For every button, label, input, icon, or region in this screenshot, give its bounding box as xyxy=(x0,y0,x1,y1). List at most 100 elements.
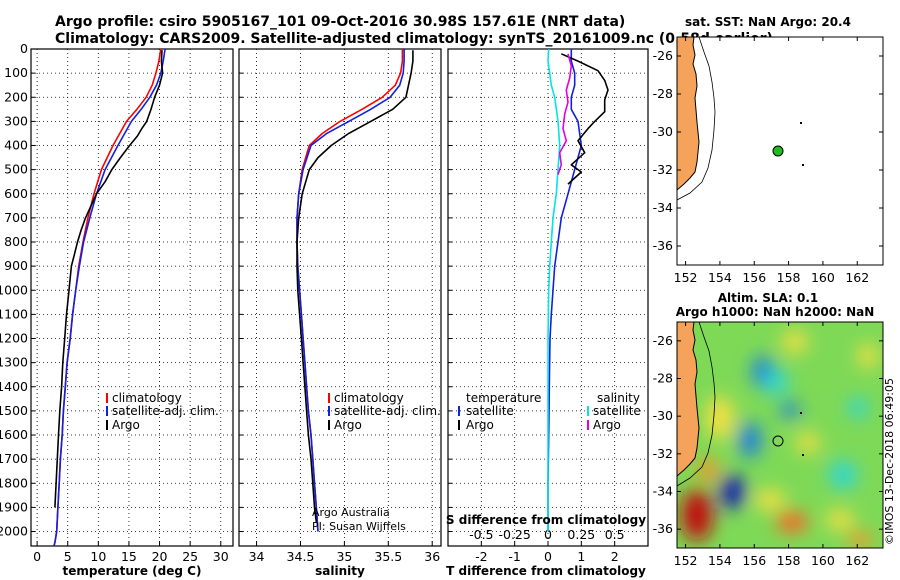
x-tick-label: 0 xyxy=(33,549,41,564)
lat-tick-label: -32 xyxy=(653,162,673,177)
top-map-shelf-contour xyxy=(677,37,716,201)
legend-label-argo: Argo xyxy=(112,418,140,432)
bottom-map-frame xyxy=(676,321,884,549)
x-tick-label: 30 xyxy=(213,549,229,564)
x-tick-label: 34.5 xyxy=(287,549,315,564)
bottom-map-island xyxy=(800,412,802,414)
depth-tick-label: 700 xyxy=(4,210,28,225)
legend-label-satellite: satellite-adj. clim. xyxy=(112,404,219,418)
depth-tick-label: 1600 xyxy=(0,427,28,442)
x-tick-label: 35 xyxy=(336,549,352,564)
temperature-legend: climatology satellite-adj. clim. Argo xyxy=(106,391,219,432)
bottom-map-island xyxy=(802,454,804,456)
sla-cyan xyxy=(848,398,868,418)
depth-tick-label: 1200 xyxy=(0,331,28,346)
legend-label-climatology: climatology xyxy=(112,391,182,405)
t-difference-axis-label: T difference from climatology xyxy=(446,564,646,578)
sla-warm xyxy=(796,433,820,453)
lat-tick-label: -28 xyxy=(653,86,673,101)
credit-pi: PI: Susan Wijffels xyxy=(312,520,406,533)
temperature-panel xyxy=(30,48,234,547)
sla-cool-eddy xyxy=(739,422,761,458)
sla-hot xyxy=(698,458,718,482)
depth-tick-label: 400 xyxy=(4,138,28,153)
sla-hot xyxy=(848,532,872,548)
top-map-float-marker xyxy=(772,145,784,157)
depth-tick-label: 100 xyxy=(4,65,28,80)
gridlines xyxy=(31,48,648,546)
title-line-1: Argo profile: csiro 5905167_101 09-Oct-2… xyxy=(55,14,625,30)
x-tick-label: -2 xyxy=(475,549,487,564)
depth-tick-labels: 0 100 200 300 400 500 600 700 800 900 1000 1100 1200… xyxy=(0,41,28,539)
sla-hot xyxy=(681,489,713,541)
series-line-argo-temperature- xyxy=(560,53,609,185)
lon-tick-label: 152 xyxy=(674,553,698,568)
profile-lines xyxy=(52,48,609,547)
lat-tick-label: -28 xyxy=(653,371,673,386)
top-map-island xyxy=(802,164,804,166)
lat-tick-label: -32 xyxy=(653,446,673,461)
s-difference-tick-label: -0.5 xyxy=(469,527,493,542)
bottom-map-shelf-contour xyxy=(677,322,716,487)
bottom-map-float-marker xyxy=(772,435,784,447)
x-tick-label: 20 xyxy=(152,549,168,564)
imos-timestamp: ©IMOS 13-Dec-2018 06:49:05 xyxy=(883,378,896,545)
depth-tick-label: 500 xyxy=(4,162,28,177)
x-tick-labels: 0 5 10 15 20 25 30 34 34.5 35 35.5 36 -2 -1 0 1 2 -0.5 -0.… xyxy=(33,527,624,564)
sla-warm xyxy=(782,331,808,353)
lon-tick-label: 154 xyxy=(708,270,732,285)
x-tick-label: 25 xyxy=(182,549,198,564)
legend-label-climatology: climatology xyxy=(334,391,404,405)
credit-argo-australia: Argo Australia xyxy=(312,506,390,519)
lon-tick-label: 156 xyxy=(742,553,766,568)
depth-tick-label: 600 xyxy=(4,186,28,201)
lat-tick-label: -30 xyxy=(653,124,673,139)
x-tick-label: 34 xyxy=(249,549,265,564)
top-map-island xyxy=(800,122,802,124)
x-tick-label: 10 xyxy=(90,549,106,564)
legend-label-sal-argo: Argo xyxy=(593,418,621,432)
legend-heading-temperature: temperature xyxy=(466,391,541,405)
x-tick-label: 1 xyxy=(577,549,585,564)
series-line-satellite-salinity- xyxy=(547,48,561,532)
title-line-2: Climatology: CARS2009. Satellite-adjuste… xyxy=(55,31,773,47)
difference-legend: temperature satellite Argo salinity sate… xyxy=(458,391,641,432)
top-map-frame xyxy=(676,36,884,266)
bottom-map-land xyxy=(677,322,700,477)
salinity-legend: climatology satellite-adj. clim. Argo xyxy=(328,391,441,432)
x-tick-label: 0 xyxy=(544,549,552,564)
sla-cyan xyxy=(829,461,857,489)
sla-hot xyxy=(776,512,808,532)
lat-tick-label: -30 xyxy=(653,408,673,423)
x-tick-label: 2 xyxy=(611,549,619,564)
salinity-axis-label: salinity xyxy=(315,564,365,578)
x-tick-label: -1 xyxy=(508,549,520,564)
bottom-map-ticks: -26 -28 -30 -32 -34 -36 152 154 156 158 160 162 xyxy=(653,322,883,568)
s-difference-axis-label: S difference from climatology xyxy=(446,513,646,527)
bottom-map-title-1: Altim. SLA: 0.1 xyxy=(718,291,819,305)
depth-tick-label: 1100 xyxy=(0,306,28,321)
depth-tick-label: 900 xyxy=(4,258,28,273)
s-difference-tick-label: -0.25 xyxy=(498,527,530,542)
series-line-satellite-temperature- xyxy=(547,49,583,532)
lat-tick-label: -34 xyxy=(653,200,673,215)
depth-tick-label: 1900 xyxy=(0,499,28,514)
legend-heading-salinity: salinity xyxy=(597,391,640,405)
sla-field xyxy=(681,331,878,548)
depth-tick-label: 1800 xyxy=(0,475,28,490)
lat-tick-label: -34 xyxy=(653,484,673,499)
series-line-argo xyxy=(296,50,414,522)
depth-tick-label: 300 xyxy=(4,113,28,128)
sla-cyan xyxy=(764,369,788,395)
series-line-argo-salinity- xyxy=(557,53,573,175)
lon-tick-label: 158 xyxy=(777,553,801,568)
s-difference-tick-label: 0 xyxy=(544,527,552,542)
depth-tick-label: 200 xyxy=(4,89,28,104)
legend-label-sal-satellite: satellite xyxy=(593,404,641,418)
sla-cool-eddy xyxy=(720,475,746,509)
lon-tick-label: 158 xyxy=(777,270,801,285)
lon-tick-label: 160 xyxy=(811,553,835,568)
depth-tick-label: 1700 xyxy=(0,451,28,466)
x-tick-label: 15 xyxy=(121,549,137,564)
